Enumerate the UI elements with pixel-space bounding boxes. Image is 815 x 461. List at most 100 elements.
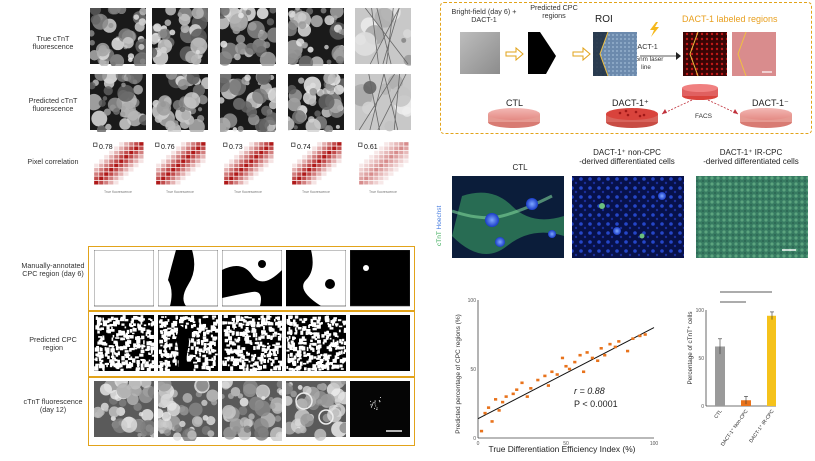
pixel-correlation-plot: 0.78 True fluorescence xyxy=(90,140,146,194)
dish-ctl-label: CTL xyxy=(506,98,524,108)
true-fluorescence-image xyxy=(90,8,146,66)
predicted-fluorescence-image xyxy=(355,74,411,132)
scatter-point xyxy=(550,370,554,374)
micrograph-non-cpc xyxy=(572,176,684,258)
bar xyxy=(715,346,725,406)
bar xyxy=(767,315,776,406)
dish-ctl xyxy=(488,108,540,128)
row-label-predicted-ctnt: Predicted cTnT fluorescence xyxy=(28,96,78,114)
scatter-p-annotation: P < 0.0001 xyxy=(574,399,618,409)
col-header-ir-cpc-line2: -derived differentiated cells xyxy=(703,157,799,166)
col-header-ctl: CTL xyxy=(512,163,528,172)
row-label-ctnt-day12: cTnT fluorescence (day 12) xyxy=(23,397,83,415)
predicted-cpc-mask xyxy=(94,315,154,374)
side-label-ctnt: cTnT xyxy=(436,231,443,246)
col-header-ir-cpc: DACT-1⁺ IR-CPC -derived differentiated c… xyxy=(692,148,810,166)
scatter-point xyxy=(608,342,612,346)
row-label-manual-cpc: Manually-annotated CPC region (day 6) xyxy=(21,261,85,279)
scatter-point xyxy=(599,347,603,350)
scatter-point xyxy=(626,349,630,353)
pixel-correlation-plot: 0.73 True fluorescence xyxy=(220,140,276,194)
row-frame-ctnt xyxy=(88,376,415,446)
facs-tube-icon xyxy=(682,84,718,100)
scatter-point xyxy=(617,340,621,343)
scatter-point xyxy=(479,429,484,433)
scatter-point xyxy=(504,395,508,398)
micrograph-ir-cpc xyxy=(696,176,808,258)
dish-minus-label: DACT-1⁻ xyxy=(752,98,789,108)
true-fluorescence-image xyxy=(152,8,208,66)
scatter-point xyxy=(483,411,487,415)
scatter-point xyxy=(643,333,647,336)
arrow-dact-label: DACT-1 xyxy=(632,42,658,51)
bar-y-axis-label: Percentage of cTnT⁺ cells xyxy=(687,312,694,385)
bar-category-label: CTL xyxy=(713,409,723,420)
scatter-point xyxy=(520,381,524,385)
row-frame-manual xyxy=(88,246,415,312)
bar-category-label: DACT-1⁺ IR-CPC xyxy=(748,408,776,444)
brightfield-thumbnail xyxy=(460,32,500,74)
row-label-true-ctnt: True cTnT fluorescence xyxy=(32,34,74,52)
ctnt-fluorescence-day12-image xyxy=(350,381,410,437)
scatter-point xyxy=(515,388,519,391)
manual-cpc-mask xyxy=(222,250,282,307)
arrow-icon xyxy=(676,52,681,60)
regression-line xyxy=(477,327,655,420)
manual-cpc-mask xyxy=(286,250,346,307)
true-fluorescence-image xyxy=(288,8,344,66)
scatter-point xyxy=(638,334,642,338)
scatter-point xyxy=(501,400,505,404)
row-label-pixel-correlation: Pixel correlation xyxy=(27,157,79,166)
predicted-fluorescence-image xyxy=(288,74,344,132)
true-fluorescence-axis-label: True fluorescence xyxy=(166,190,194,194)
true-fluorescence-axis-label: True fluorescence xyxy=(302,190,330,194)
laser-bolt-icon xyxy=(650,22,659,37)
dish-dact-minus xyxy=(740,108,792,128)
predicted-fluorescence-image xyxy=(90,74,146,132)
scatter-point xyxy=(582,370,586,374)
dish-dact-plus xyxy=(606,108,658,128)
scatter-point xyxy=(546,384,550,387)
scatter-point xyxy=(590,356,594,360)
scatter-point xyxy=(494,398,498,401)
manual-cpc-mask xyxy=(158,250,218,307)
micrograph-ctl xyxy=(452,176,564,258)
side-label-stain: cTnT Hoechst xyxy=(436,206,443,246)
scatter-point xyxy=(567,367,572,371)
scatter-point xyxy=(529,387,533,390)
panel-c-frame xyxy=(440,2,812,134)
pixel-correlation-plot: 0.74 True fluorescence xyxy=(288,140,344,194)
step-brightfield-label: Bright-field (day 6) + DACT-1 xyxy=(451,7,517,25)
row-frame-predicted xyxy=(88,310,415,378)
col-header-non-cpc-line1: DACT-1⁺ non-CPC xyxy=(593,148,661,157)
scatter-point xyxy=(486,406,491,409)
correlation-value: 0.76 xyxy=(161,144,175,151)
col-header-non-cpc: DACT-1⁺ non-CPC -derived differentiated … xyxy=(572,148,682,166)
step-roi-label: ROI xyxy=(595,14,613,25)
correlation-value: 0.74 xyxy=(297,144,311,151)
facs-label: FACS xyxy=(695,113,712,120)
scatter-point xyxy=(497,409,501,412)
scatter-point xyxy=(613,345,617,349)
predicted-fluorescence-image xyxy=(220,74,276,132)
scatter-y-axis-label: Predicted percentage of CPC regions (%) xyxy=(455,314,462,434)
predicted-cpc-mask xyxy=(222,315,282,373)
scatter-x-axis-label: True Differentiation Efficiency Index (%… xyxy=(489,444,636,454)
true-fluorescence-axis-label: True fluorescence xyxy=(234,190,262,194)
bar-y-tick: 100 xyxy=(696,308,705,314)
col-header-ir-cpc-line1: DACT-1⁺ IR-CPC xyxy=(719,148,783,157)
scatter-point xyxy=(596,359,600,363)
row-label-predicted-cpc: Predicted CPC region xyxy=(29,335,77,353)
scatter-point xyxy=(585,351,589,354)
correlation-value: 0.73 xyxy=(229,144,243,151)
scatter-y-tick: 100 xyxy=(468,298,477,304)
scatter-point xyxy=(525,395,529,398)
col-header-non-cpc-line2: -derived differentiated cells xyxy=(579,157,675,166)
scatter-point xyxy=(536,378,540,382)
predicted-cpc-mask xyxy=(350,315,410,371)
scatter-point xyxy=(564,364,568,368)
arrow-icon xyxy=(505,46,524,62)
scatter-point xyxy=(555,373,559,376)
scatter-point xyxy=(578,353,582,357)
